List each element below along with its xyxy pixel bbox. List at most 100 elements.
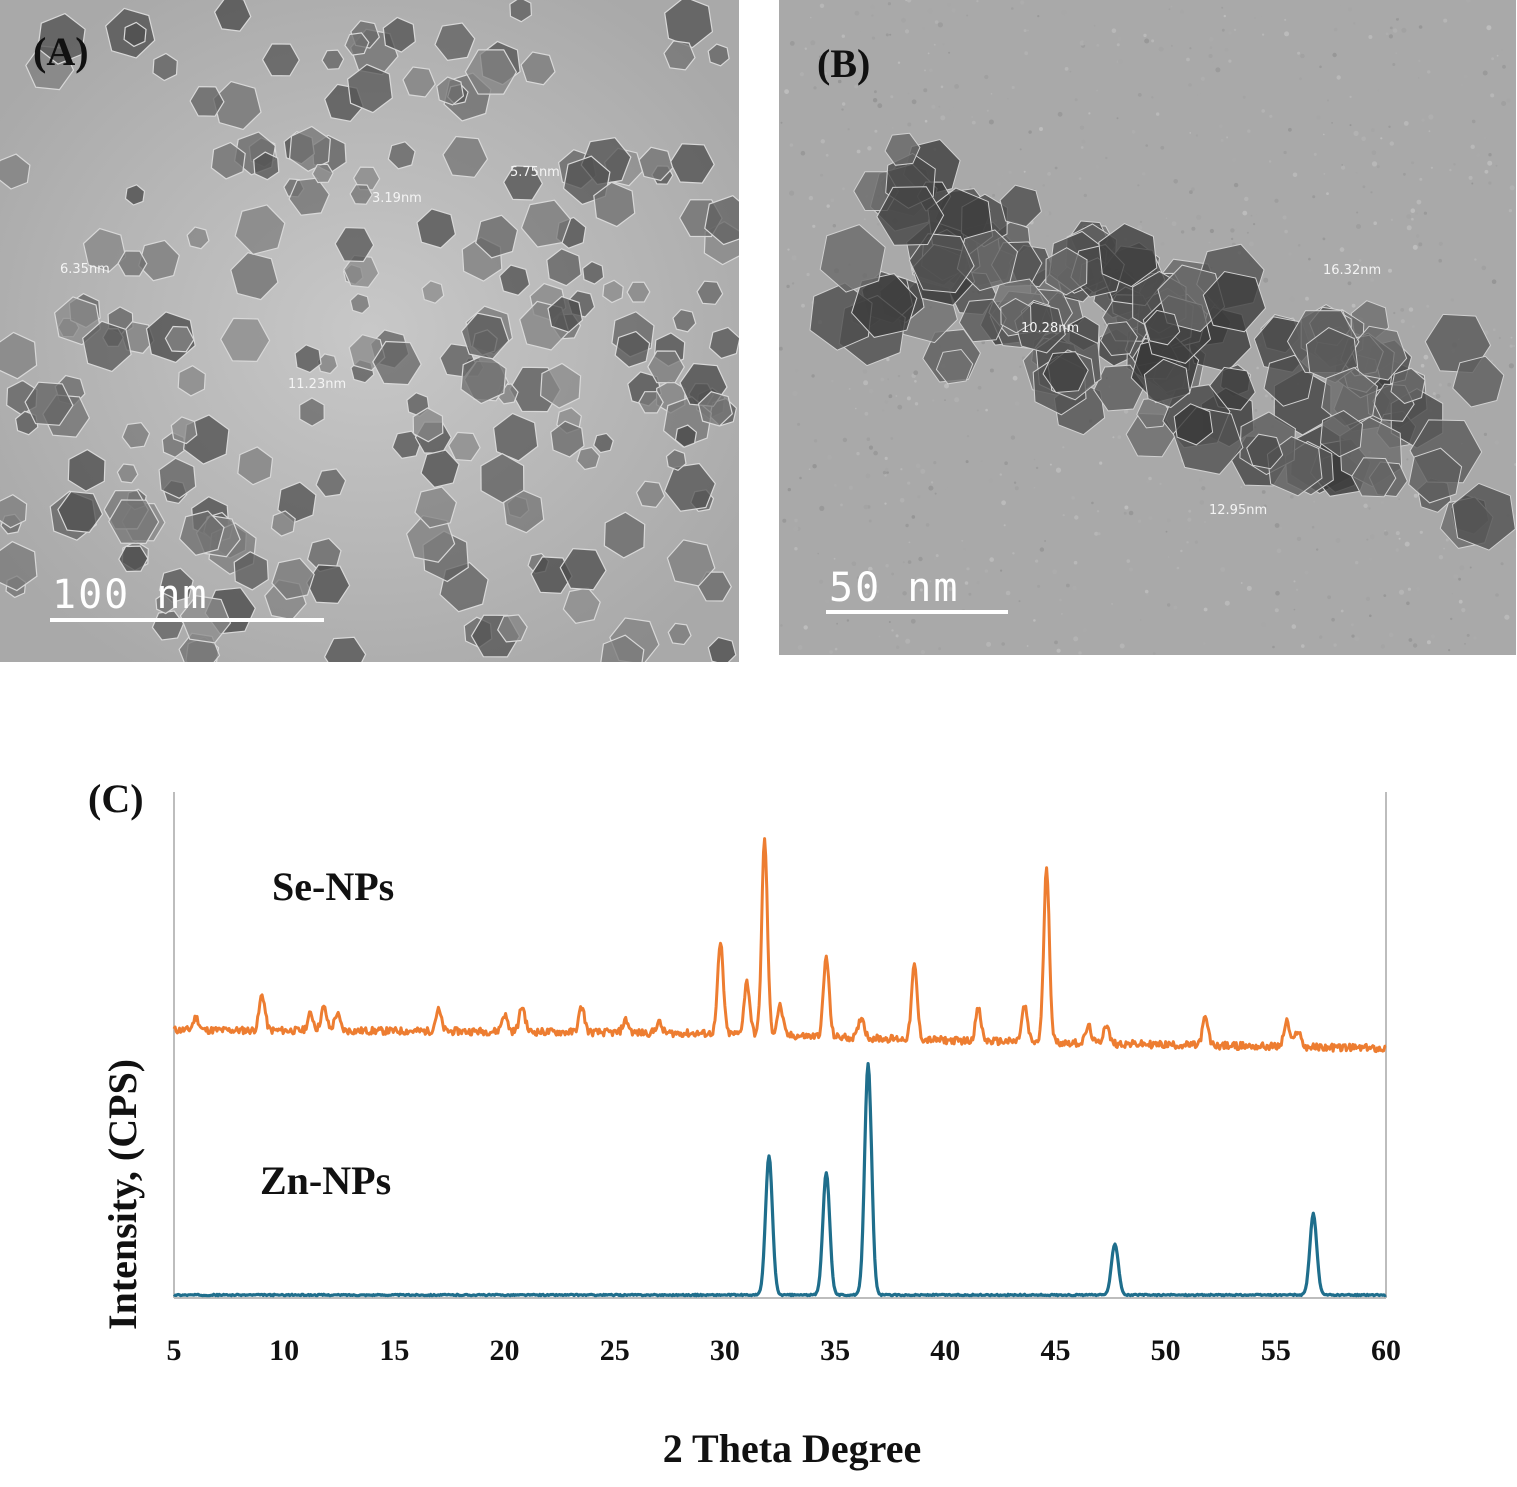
background-grain xyxy=(1327,595,1331,600)
background-grain xyxy=(934,20,939,24)
background-grain xyxy=(901,17,906,23)
background-grain xyxy=(890,95,894,99)
background-grain xyxy=(1366,538,1369,541)
background-grain xyxy=(1471,119,1476,124)
background-grain xyxy=(1199,500,1205,505)
background-grain xyxy=(1376,165,1380,169)
background-grain xyxy=(1388,125,1391,128)
nanoparticle xyxy=(434,22,476,62)
background-grain xyxy=(897,404,903,410)
background-grain xyxy=(1062,514,1065,517)
background-grain xyxy=(1099,461,1103,465)
nanoparticle xyxy=(414,486,458,529)
background-grain xyxy=(1428,114,1434,120)
nanoparticle xyxy=(372,340,422,386)
background-grain xyxy=(914,380,917,383)
background-grain xyxy=(804,47,807,50)
nanoparticle xyxy=(24,381,74,426)
background-grain xyxy=(976,581,980,585)
background-grain xyxy=(1470,144,1475,149)
background-grain xyxy=(871,14,874,17)
background-grain xyxy=(846,619,850,622)
background-grain xyxy=(1261,109,1265,113)
background-grain xyxy=(1438,383,1442,387)
background-grain xyxy=(865,593,868,596)
background-grain xyxy=(1398,589,1405,595)
background-grain xyxy=(938,105,941,108)
background-grain xyxy=(789,143,794,147)
background-grain xyxy=(1408,307,1414,312)
background-grain xyxy=(1221,28,1225,32)
background-grain xyxy=(1144,589,1149,594)
background-grain xyxy=(1398,537,1401,540)
background-grain xyxy=(1333,643,1337,647)
background-grain xyxy=(1239,504,1244,509)
background-grain xyxy=(1240,582,1243,584)
background-grain xyxy=(1453,574,1459,579)
background-grain xyxy=(813,86,817,90)
background-grain xyxy=(1398,498,1400,500)
background-grain xyxy=(1421,118,1425,122)
background-grain xyxy=(930,481,934,484)
background-grain xyxy=(1094,531,1099,536)
nanoparticle xyxy=(124,184,146,206)
background-grain xyxy=(1406,225,1412,231)
background-grain xyxy=(1274,198,1279,203)
background-grain xyxy=(1417,77,1420,79)
nanoparticle xyxy=(1319,410,1364,458)
background-grain xyxy=(1463,74,1468,79)
background-grain xyxy=(988,478,993,483)
background-grain xyxy=(1261,622,1266,628)
nanoparticle xyxy=(1042,351,1089,394)
nanoparticle xyxy=(819,224,886,293)
background-grain xyxy=(1362,185,1366,189)
background-grain xyxy=(1435,394,1441,399)
background-grain xyxy=(1458,599,1463,604)
background-grain xyxy=(877,103,883,109)
background-grain xyxy=(1198,478,1203,482)
nanoparticle xyxy=(1351,457,1397,498)
background-grain xyxy=(933,43,936,46)
background-grain xyxy=(830,198,835,203)
nanoparticle xyxy=(697,391,733,427)
background-grain xyxy=(1246,231,1249,234)
background-grain xyxy=(1042,184,1045,187)
background-grain xyxy=(1096,510,1100,513)
background-grain xyxy=(1268,160,1272,163)
background-grain xyxy=(1316,115,1321,120)
background-grain xyxy=(1083,193,1087,198)
background-grain xyxy=(800,150,806,156)
background-grain xyxy=(882,470,887,475)
background-grain xyxy=(1384,529,1387,532)
background-grain xyxy=(1054,166,1058,170)
background-grain xyxy=(1148,516,1153,520)
background-grain xyxy=(1206,68,1212,73)
background-grain xyxy=(1137,93,1142,97)
background-grain xyxy=(895,395,898,397)
nanoparticle xyxy=(1246,433,1284,470)
background-grain xyxy=(842,187,845,191)
background-grain xyxy=(1504,614,1510,620)
background-grain xyxy=(854,10,860,16)
x-tick-label: 20 xyxy=(490,1334,520,1367)
background-grain xyxy=(1189,132,1191,134)
background-grain xyxy=(1394,14,1399,19)
scale-bar-b xyxy=(826,610,1008,614)
background-grain xyxy=(1111,603,1113,605)
background-grain xyxy=(1450,298,1455,302)
background-grain xyxy=(848,485,853,490)
background-grain xyxy=(1469,566,1472,569)
background-grain xyxy=(965,460,969,464)
background-grain xyxy=(1351,303,1356,308)
background-grain xyxy=(820,139,825,144)
nanoparticle xyxy=(1098,223,1158,288)
background-grain xyxy=(1201,486,1206,491)
nanoparticle xyxy=(305,564,351,605)
background-grain xyxy=(799,72,804,77)
background-grain xyxy=(1411,161,1415,165)
nanoparticle xyxy=(503,165,544,201)
background-grain xyxy=(1097,532,1101,536)
background-grain xyxy=(1080,146,1084,149)
background-grain xyxy=(977,385,982,390)
background-grain xyxy=(1103,323,1106,326)
